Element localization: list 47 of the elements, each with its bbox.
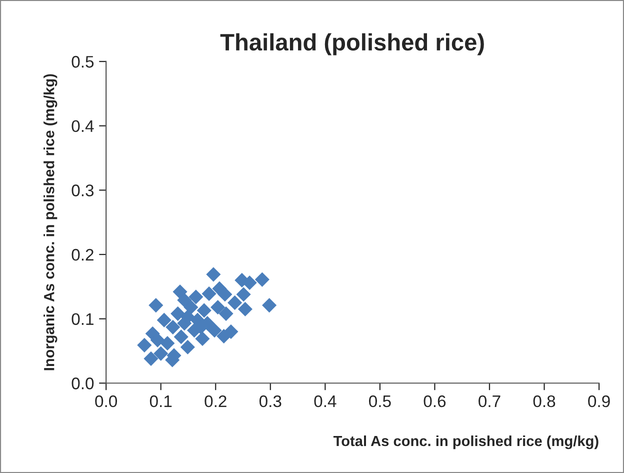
point bbox=[166, 320, 180, 334]
y-tick-label: 0.2 bbox=[72, 248, 94, 261]
point bbox=[172, 284, 188, 300]
x-tick-label: 0.5 bbox=[369, 395, 391, 408]
point bbox=[174, 330, 188, 344]
y-axis-title: Inorganic As conc. in polished rice (mg/kg) bbox=[44, 74, 58, 370]
x-tick-label: 0.2 bbox=[204, 395, 226, 408]
x-tick-label: 0.3 bbox=[259, 395, 282, 408]
y-tick-label: 0.5 bbox=[72, 56, 94, 68]
point bbox=[254, 272, 270, 287]
x-tick-label: 0.8 bbox=[533, 395, 556, 408]
point bbox=[180, 340, 195, 354]
point bbox=[228, 295, 242, 310]
point bbox=[218, 287, 232, 302]
point bbox=[160, 336, 175, 351]
y-tick-label: 0.4 bbox=[72, 120, 94, 132]
point bbox=[170, 306, 186, 321]
y-tick-label: 0.0 bbox=[72, 378, 94, 390]
chart-title: Thailand (polished rice) bbox=[220, 33, 484, 56]
point bbox=[210, 300, 226, 315]
point bbox=[207, 323, 222, 338]
point bbox=[148, 298, 164, 313]
y-tick-label: 0.3 bbox=[72, 184, 94, 196]
point bbox=[218, 306, 234, 321]
x-tick-label: 0.7 bbox=[478, 395, 500, 408]
point bbox=[196, 303, 212, 318]
point bbox=[154, 346, 168, 361]
point bbox=[238, 302, 252, 316]
point bbox=[202, 286, 216, 301]
point bbox=[206, 267, 221, 282]
x-tick-label: 0.6 bbox=[424, 395, 446, 408]
point bbox=[262, 298, 277, 313]
y-tick-label: 0.1 bbox=[72, 313, 94, 326]
point bbox=[137, 338, 152, 352]
point bbox=[188, 290, 204, 304]
point bbox=[195, 331, 210, 346]
point bbox=[236, 287, 251, 302]
x-tick-label: 0.9 bbox=[588, 395, 610, 408]
point bbox=[144, 351, 158, 366]
point bbox=[216, 328, 232, 344]
point bbox=[177, 292, 192, 308]
x-tick-label: 0.1 bbox=[150, 395, 172, 408]
x-axis-title: Total As conc. in polished rice (mg/kg) bbox=[333, 435, 598, 450]
point bbox=[156, 312, 172, 328]
point bbox=[150, 332, 165, 348]
x-tick-label: 0.4 bbox=[314, 395, 336, 408]
x-tick-label: 0.0 bbox=[95, 395, 118, 408]
